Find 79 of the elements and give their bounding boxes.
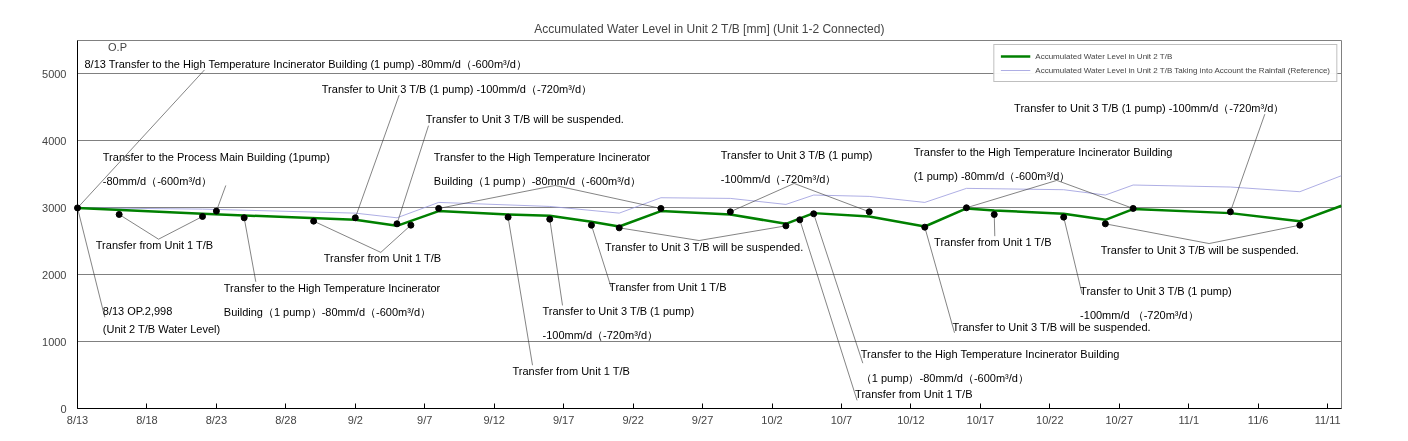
point bbox=[240, 214, 248, 222]
annotation: Transfer to Unit 3 T/B (1 pump) -100mm/d （-720m³/d） bbox=[1080, 284, 1232, 321]
annotation: Transfer from Unit 1 T/B bbox=[512, 365, 630, 378]
annotation: 8/13 OP.2,998 (Unit 2 T/B Water Level) bbox=[102, 305, 221, 336]
point bbox=[199, 212, 207, 220]
x-tick-label: 8/28 bbox=[275, 413, 297, 426]
y-axis-title: O.P bbox=[108, 40, 127, 53]
annotation: Transfer to the High Temperature Incinerator Building （1 pump）-80mm/d（-600m³/d） bbox=[860, 347, 1120, 384]
annotation: Transfer to Unit 3 T/B (1 pump) -100mm/d（-720m³/d） bbox=[720, 148, 873, 185]
point bbox=[546, 215, 554, 223]
x-tick-label: 11/6 bbox=[1247, 413, 1269, 426]
annotation: Transfer to Unit 3 T/B will be suspended. bbox=[425, 113, 624, 126]
x-tick-label: 10/2 bbox=[761, 413, 783, 426]
point bbox=[726, 208, 734, 216]
point bbox=[615, 224, 623, 232]
point bbox=[407, 221, 415, 229]
annotation: Transfer to the High Temperature Incinerator Building (1 pump) -80mm/d（-600m³/d） bbox=[913, 145, 1173, 182]
point bbox=[962, 204, 970, 212]
point bbox=[865, 208, 873, 216]
point bbox=[1060, 213, 1068, 221]
x-tick-label: 8/13 bbox=[66, 413, 89, 426]
point bbox=[393, 220, 401, 228]
x-tick-label: 10/7 bbox=[830, 413, 853, 426]
annotation: Transfer to Unit 3 T/B (1 pump) -100mm/d（-720m³/d） bbox=[321, 83, 593, 96]
x-tick-label: 9/7 bbox=[417, 413, 433, 426]
annotation: Transfer from Unit 1 T/B bbox=[934, 236, 1052, 249]
annotation: Transfer to the Process Main Building (1pump) -80mm/d（-600m³/d） bbox=[102, 151, 330, 187]
annotation: Transfer to Unit 3 T/B will be suspended. bbox=[1100, 243, 1299, 256]
chart-title: Accumulated Water Level in Unit 2 T/B [mm] (Unit 1-2 Connected) bbox=[534, 21, 885, 36]
annotation: Transfer to Unit 3 T/B (1 pump) -100mm/d（-720m³/d） bbox=[1014, 102, 1285, 115]
x-tick-label: 9/17 bbox=[552, 413, 575, 426]
point bbox=[587, 221, 595, 229]
point bbox=[1101, 220, 1109, 228]
point bbox=[435, 204, 443, 212]
annotation: Transfer to Unit 3 T/B will be suspended. bbox=[605, 240, 804, 253]
x-tick-label: 8/18 bbox=[136, 413, 158, 426]
point bbox=[657, 204, 665, 212]
point bbox=[74, 204, 81, 212]
y-tick-label: 4000 bbox=[42, 134, 67, 147]
y-tick-label: 5000 bbox=[42, 67, 67, 80]
point bbox=[782, 222, 790, 230]
x-tick-label: 11/1 bbox=[1178, 413, 1200, 426]
point bbox=[1296, 221, 1304, 229]
x-tick-label: 11/11 bbox=[1314, 413, 1341, 426]
x-tick-label: 9/27 bbox=[691, 413, 714, 426]
y-tick-label: 0 bbox=[60, 402, 67, 415]
x-tick-label: 10/17 bbox=[966, 413, 995, 426]
annotation: Transfer to the High Temperature Incinerator Building（1 pump）-80mm/d（-600m³/d） bbox=[433, 151, 651, 187]
y-tick-label: 3000 bbox=[42, 201, 67, 214]
point bbox=[810, 210, 818, 218]
point bbox=[990, 210, 998, 218]
point bbox=[796, 216, 804, 224]
x-tick-label: 8/23 bbox=[205, 413, 228, 426]
annotation: Transfer from Unit 1 T/B bbox=[609, 281, 727, 294]
legend-label: Accumulated Water Level in Unit 2 T/B Taking into Account the Rainfall (Reference) bbox=[1035, 65, 1330, 75]
x-tick-label: 10/27 bbox=[1105, 413, 1134, 426]
annotation: Transfer from Unit 1 T/B bbox=[323, 252, 442, 265]
legend-label: Accumulated Water Level in Unit 2 T/B bbox=[1035, 51, 1173, 61]
annotation: Transfer to Unit 3 T/B will be suspended. bbox=[952, 320, 1151, 333]
point bbox=[310, 217, 318, 225]
point bbox=[504, 213, 512, 221]
annotation: Transfer to the High Temperature Incinerator Building（1 pump）-80mm/d（-600m³/d） bbox=[223, 281, 441, 318]
x-tick-label: 9/2 bbox=[347, 413, 363, 426]
y-tick-label: 1000 bbox=[42, 335, 67, 348]
point bbox=[1226, 208, 1234, 216]
x-tick-label: 9/22 bbox=[622, 413, 644, 426]
x-tick-label: 10/22 bbox=[1036, 413, 1064, 426]
x-tick-label: 9/12 bbox=[483, 413, 505, 426]
annotation: Transfer to Unit 3 T/B (1 pump) -100mm/d（-720m³/d） bbox=[542, 305, 695, 342]
annotation: Transfer from Unit 1 T/B bbox=[95, 239, 214, 252]
annotation: 8/13 Transfer to the High Temperature Incinerator Building (1 pump) -80mm/d（-600m³/d） bbox=[84, 57, 527, 70]
point bbox=[921, 223, 929, 231]
point bbox=[115, 210, 123, 218]
y-tick-label: 2000 bbox=[42, 268, 67, 281]
point bbox=[1129, 204, 1137, 212]
point bbox=[351, 214, 359, 222]
x-tick-label: 10/12 bbox=[897, 413, 925, 426]
annotation: Transfer from Unit 1 T/B bbox=[855, 388, 973, 401]
point bbox=[212, 207, 220, 215]
